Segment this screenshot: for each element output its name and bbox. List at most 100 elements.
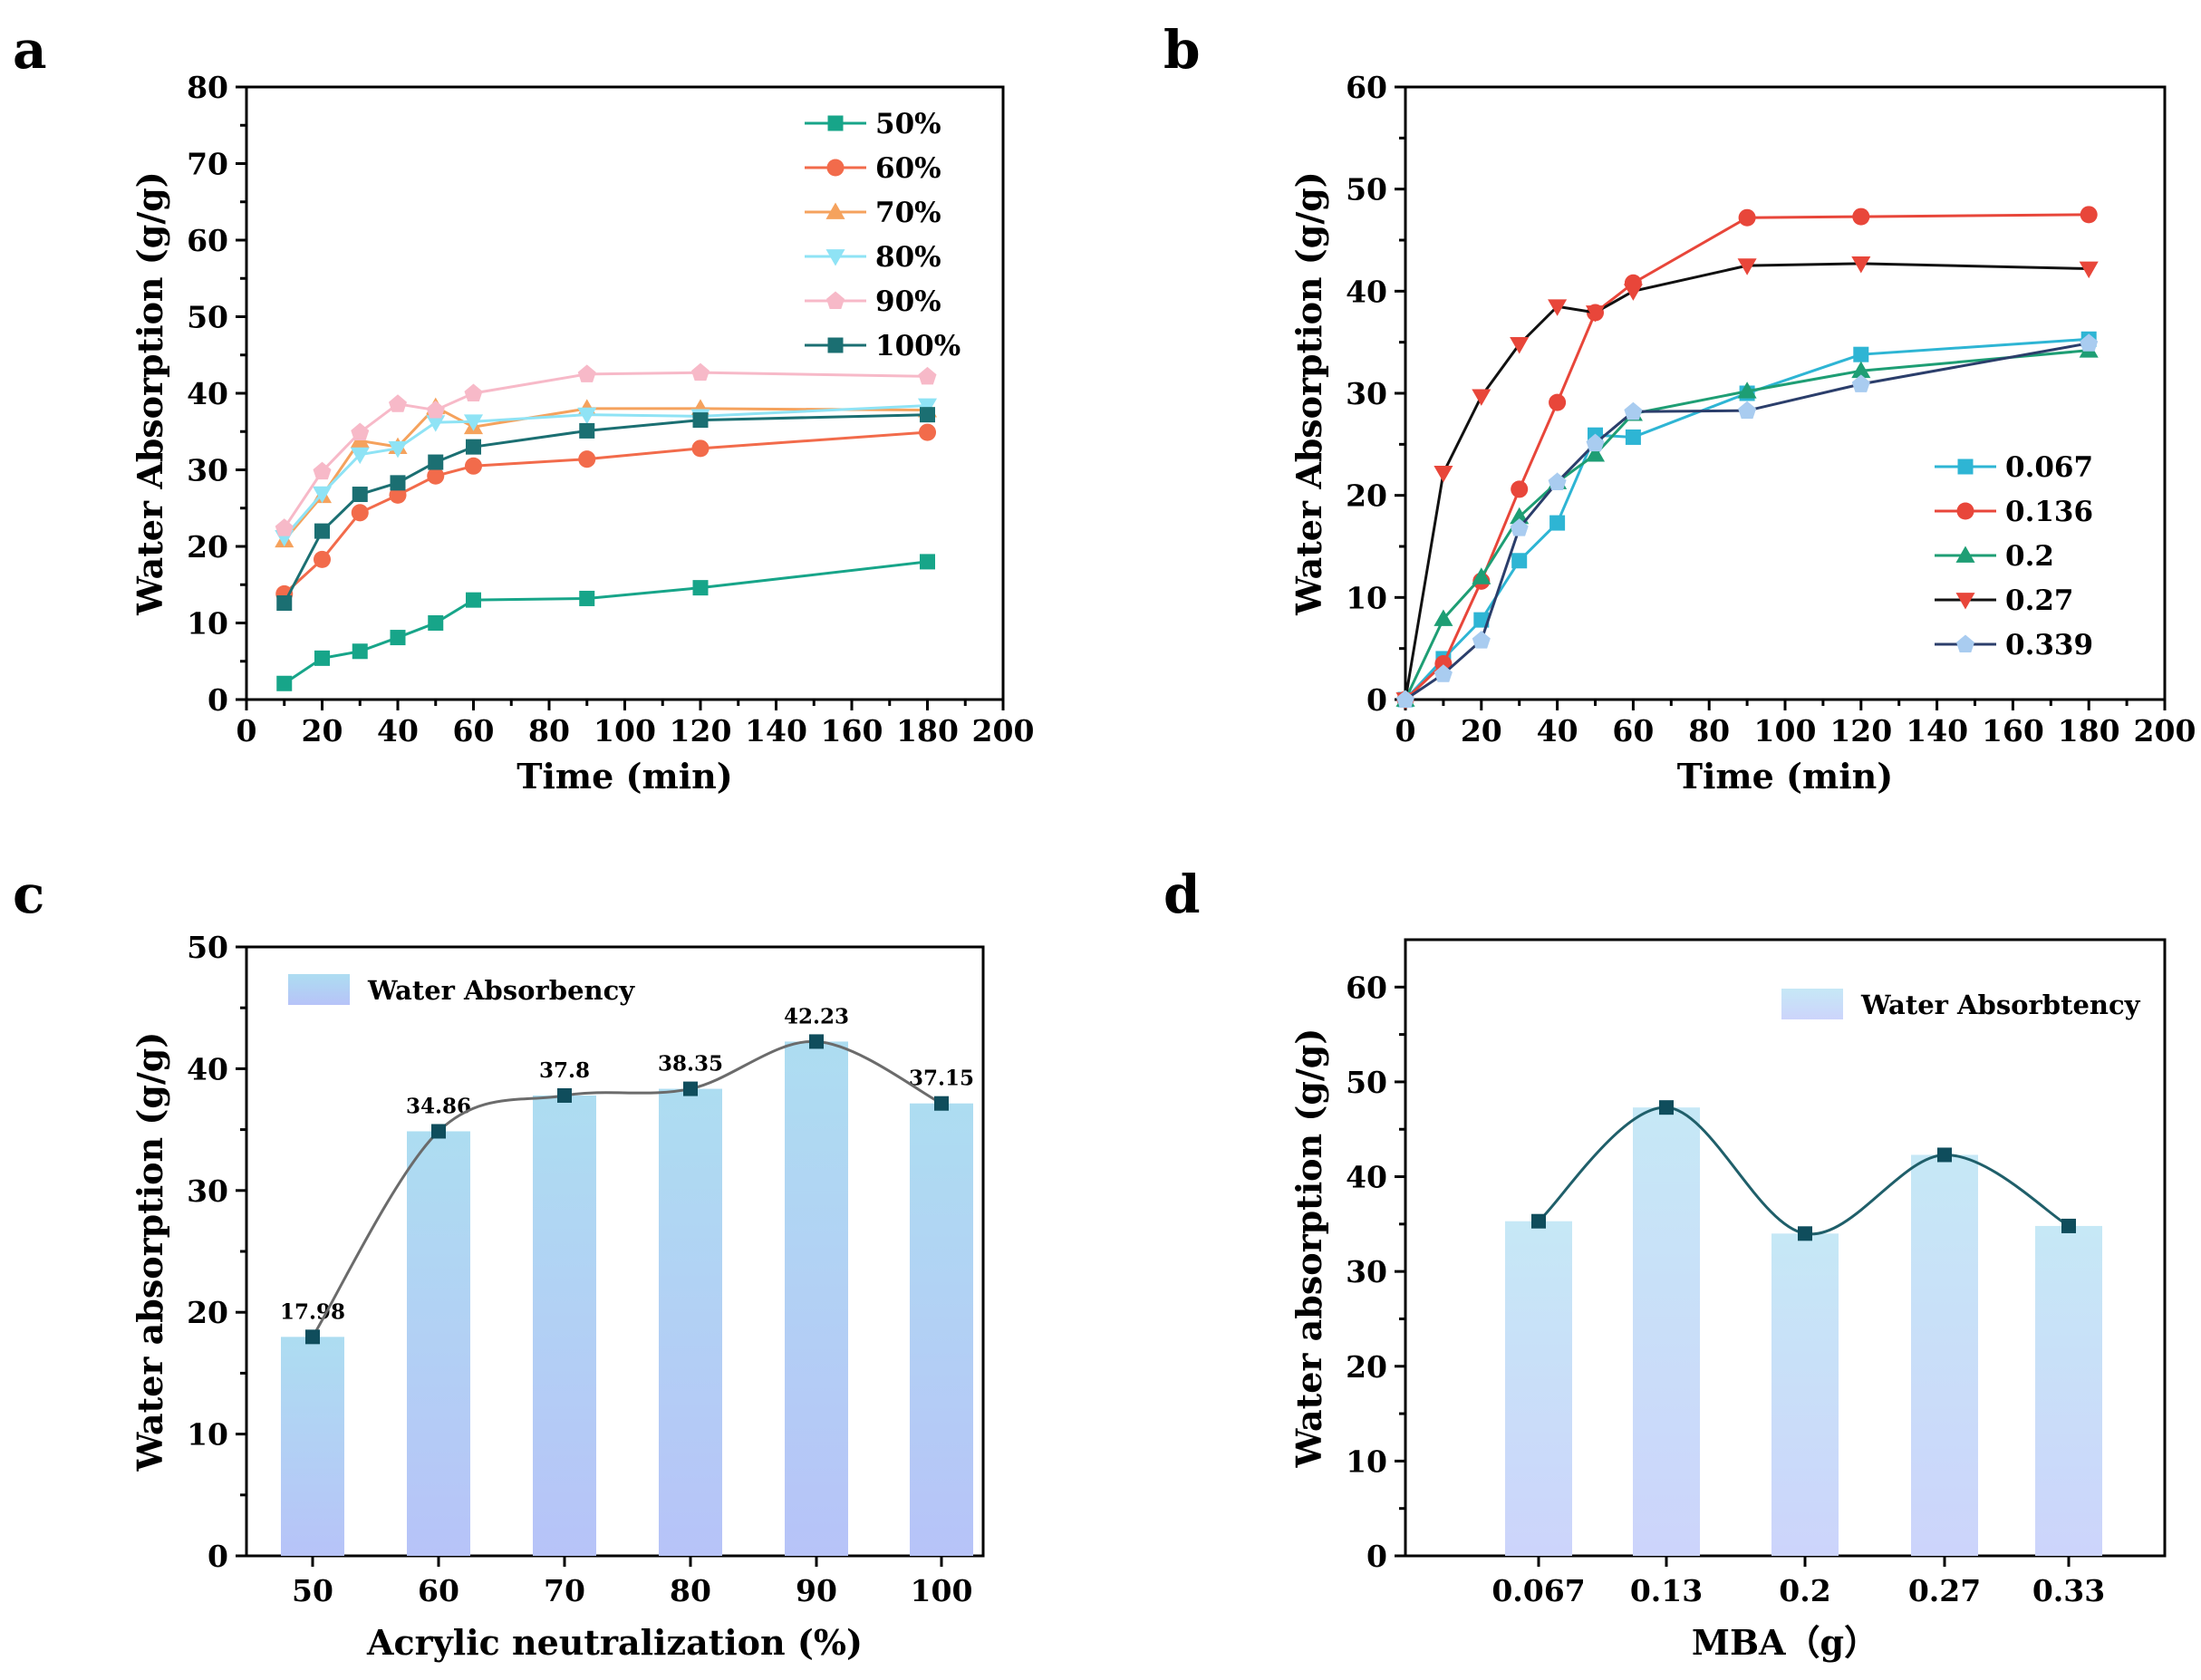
panel-label-b: b xyxy=(1163,19,1201,81)
x-tick-label-140: 140 xyxy=(1906,713,1968,748)
x-tick-label-90: 90 xyxy=(796,1573,837,1608)
x-tick-label-100: 100 xyxy=(1754,713,1817,748)
data-point-60-120 xyxy=(691,439,710,458)
legend-label-80: 80% xyxy=(875,241,941,274)
data-point-50-180 xyxy=(920,554,935,570)
data-point-100-180 xyxy=(920,407,935,423)
bar-50 xyxy=(281,1337,344,1556)
data-point-50-60 xyxy=(466,592,481,608)
y-tick-label-20: 20 xyxy=(187,1295,228,1330)
y-tick-label-20: 20 xyxy=(1346,478,1387,514)
data-point-0-27 xyxy=(1937,1147,1952,1163)
legend-label-0-2: 0.2 xyxy=(2005,540,2054,573)
panel-label-d: d xyxy=(1163,864,1201,925)
y-tick-label-30: 30 xyxy=(1346,376,1387,411)
x-tick-label-120: 120 xyxy=(670,713,732,748)
data-point-0-27-90 xyxy=(1737,258,1757,275)
x-tick-label-200: 200 xyxy=(972,713,1035,748)
data-point-0-339-60 xyxy=(1624,401,1643,420)
y-tick-label-40: 40 xyxy=(1346,274,1387,309)
legend-label: Water Absorbency xyxy=(367,975,635,1006)
data-point-100-50 xyxy=(428,454,444,470)
y-tick-label-20: 20 xyxy=(187,529,228,565)
fit-curve xyxy=(311,1039,942,1338)
data-point-50-120 xyxy=(692,580,709,596)
data-point-0-339-40 xyxy=(1548,472,1567,490)
x-tick-label-0: 0 xyxy=(237,713,257,748)
legend-marker-0-2 xyxy=(1955,546,1975,563)
x-tick-label-70: 70 xyxy=(544,1573,585,1608)
data-point-0-067-20 xyxy=(1473,612,1490,628)
legend-marker-100 xyxy=(827,337,844,353)
y-tick-label-30: 30 xyxy=(1346,1254,1387,1289)
data-label-50: 17.98 xyxy=(280,1299,345,1324)
y-tick-label-20: 20 xyxy=(1346,1349,1387,1385)
legend-marker-50 xyxy=(827,115,844,131)
data-point-100-120 xyxy=(692,412,709,429)
x-axis-label: Time (min) xyxy=(1677,756,1894,797)
data-point-90-10 xyxy=(275,518,294,536)
chart-b-water-absorption-vs-time-mba: 0 20 40 60 80 100 120 140 160 180 200 0 10 20 30 40 50 60… xyxy=(1289,70,2196,797)
data-point-90-20 xyxy=(313,461,332,480)
data-point-0-339-0 xyxy=(1395,690,1415,708)
bar-0-13 xyxy=(1633,1107,1700,1556)
y-tick-label-30: 30 xyxy=(187,1173,228,1209)
series-line-70 xyxy=(283,405,928,542)
legend-marker-60 xyxy=(826,159,845,177)
x-axis-label: Acrylic neutralization (%) xyxy=(366,1622,863,1663)
legend-label: Water Absorbtency xyxy=(1860,990,2141,1020)
data-point-80 xyxy=(683,1081,698,1096)
legend-marker-0-136 xyxy=(1956,502,1974,520)
x-tick-label-140: 140 xyxy=(745,713,807,748)
legend-label-70: 70% xyxy=(875,197,941,229)
legend-marker-70 xyxy=(825,202,845,219)
x-tick-label-80: 80 xyxy=(670,1573,711,1608)
data-point-0-339-90 xyxy=(1738,401,1757,420)
data-point-100 xyxy=(934,1096,949,1111)
y-tick-label-0: 0 xyxy=(1366,1539,1387,1574)
series-line-0-2 xyxy=(1404,349,2090,700)
series-line-0-136 xyxy=(1404,213,2090,701)
legend-label-50: 50% xyxy=(875,108,941,140)
data-point-80-90 xyxy=(577,407,597,425)
chart-d-water-absorption-vs-mba: 0 10 20 30 40 50 60 0.067 0.13 0.2 0.27 0.33 MBA（g） W… xyxy=(1289,938,2167,1663)
y-tick-label-10: 10 xyxy=(1346,580,1387,615)
data-point-0-2 xyxy=(1798,1226,1812,1241)
legend-label-90: 90% xyxy=(875,285,941,318)
x-tick-label-60: 60 xyxy=(1612,713,1654,748)
data-point-0-27-30 xyxy=(1510,337,1530,354)
data-point-90 xyxy=(809,1034,824,1049)
data-point-0-067-40 xyxy=(1549,515,1566,531)
y-tick-label-10: 10 xyxy=(187,1417,228,1453)
bar-0-27 xyxy=(1911,1154,1978,1556)
x-axis-label: Time (min) xyxy=(516,756,733,797)
data-point-0-067-60 xyxy=(1625,429,1641,445)
legend-label-0-27: 0.27 xyxy=(2005,584,2074,617)
data-point-0-2-20 xyxy=(1472,567,1491,584)
data-point-80-30 xyxy=(350,447,370,465)
y-tick-label-10: 10 xyxy=(187,606,228,642)
y-tick-label-50: 50 xyxy=(187,930,228,965)
data-point-0-27-10 xyxy=(1434,465,1453,483)
data-point-0-339-10 xyxy=(1434,664,1453,682)
data-point-0-339-180 xyxy=(2080,333,2099,352)
data-point-0-136-90 xyxy=(1738,208,1756,227)
series-line-80 xyxy=(283,404,928,538)
series-line-0-067 xyxy=(1404,337,2090,701)
legend-marker-90 xyxy=(825,291,845,309)
x-tick-label-20: 20 xyxy=(302,713,343,748)
data-point-80-50 xyxy=(426,415,446,432)
data-point-80-60 xyxy=(463,414,484,431)
legend-marker-0-27 xyxy=(1955,593,1975,610)
x-tick-label-100: 100 xyxy=(594,713,656,748)
x-tick-label-0: 0 xyxy=(1395,713,1416,748)
y-axis-label: Water absorption (g/g) xyxy=(130,1032,170,1472)
data-point-0-136-180 xyxy=(2080,206,2098,224)
y-tick-label-40: 40 xyxy=(187,1051,228,1086)
data-point-90-90 xyxy=(577,364,596,382)
x-tick-label-20: 20 xyxy=(1461,713,1502,748)
x-tick-label-200: 200 xyxy=(2134,713,2196,748)
series-line-0-27 xyxy=(1404,262,2090,700)
x-tick-label-0-067: 0.067 xyxy=(1491,1573,1585,1608)
y-tick-label-50: 50 xyxy=(1346,172,1387,208)
